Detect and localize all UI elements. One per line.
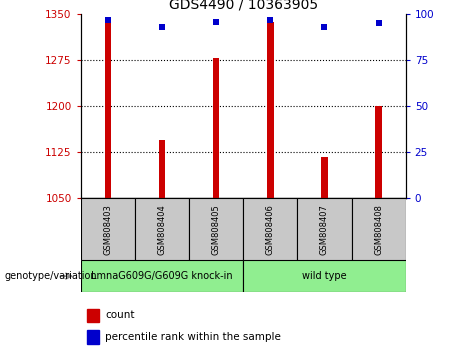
Point <box>213 19 220 24</box>
Text: GSM808405: GSM808405 <box>212 204 221 255</box>
Point <box>375 21 382 26</box>
Bar <box>189 198 243 260</box>
Bar <box>105 23 111 198</box>
Bar <box>81 260 243 292</box>
Bar <box>243 260 406 292</box>
Point <box>321 24 328 30</box>
Text: GSM808408: GSM808408 <box>374 204 383 255</box>
Bar <box>267 22 273 198</box>
Text: GSM808403: GSM808403 <box>103 204 112 255</box>
Text: count: count <box>106 310 135 320</box>
Bar <box>375 106 382 198</box>
Text: GSM808406: GSM808406 <box>266 204 275 255</box>
Bar <box>213 58 219 198</box>
Point <box>266 17 274 23</box>
Bar <box>135 198 189 260</box>
Bar <box>297 198 352 260</box>
Bar <box>87 309 99 322</box>
Bar <box>159 140 165 198</box>
Bar <box>352 198 406 260</box>
Text: GSM808404: GSM808404 <box>157 204 166 255</box>
Bar <box>321 156 328 198</box>
Text: wild type: wild type <box>302 271 347 281</box>
Bar <box>81 198 135 260</box>
Text: GSM808407: GSM808407 <box>320 204 329 255</box>
Text: genotype/variation: genotype/variation <box>5 271 97 281</box>
Point <box>104 17 112 23</box>
Title: GDS4490 / 10363905: GDS4490 / 10363905 <box>169 0 318 12</box>
Text: LmnaG609G/G609G knock-in: LmnaG609G/G609G knock-in <box>91 271 233 281</box>
Text: percentile rank within the sample: percentile rank within the sample <box>106 332 281 342</box>
Bar <box>87 330 99 343</box>
Bar <box>243 198 297 260</box>
Point <box>158 24 165 30</box>
